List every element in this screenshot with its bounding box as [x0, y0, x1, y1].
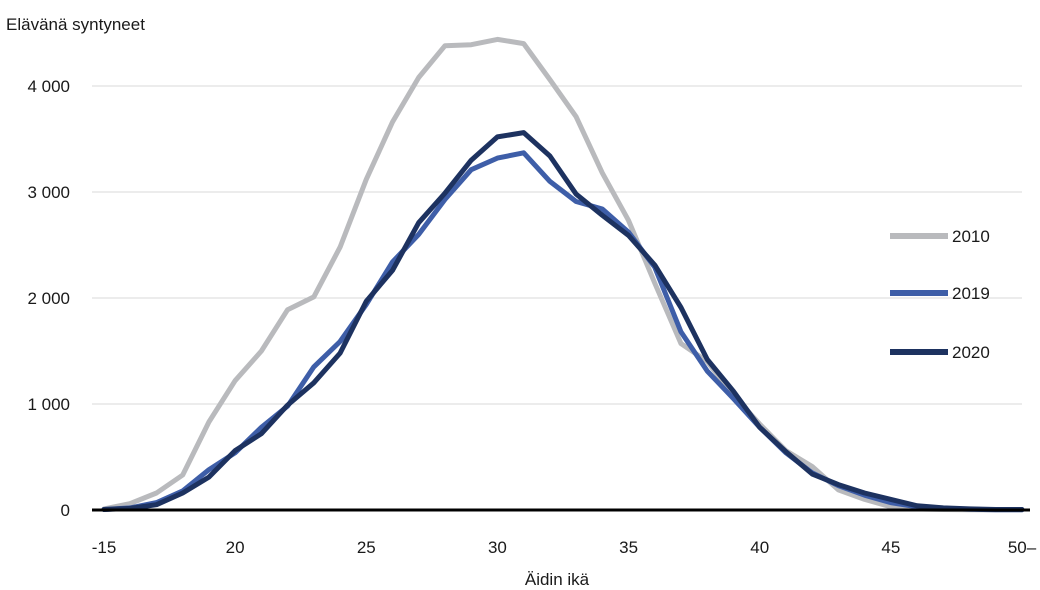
legend-label-2020: 2020	[952, 343, 990, 362]
y-tick-label: 2 000	[27, 289, 70, 308]
x-tick-label: 20	[226, 538, 245, 557]
series-line-2019	[101, 150, 1025, 513]
series-line-2020	[101, 130, 1025, 512]
x-tick-label: 35	[619, 538, 638, 557]
y-tick-label: 4 000	[27, 77, 70, 96]
x-tick-label: 25	[357, 538, 376, 557]
y-tick-label: 0	[61, 501, 70, 520]
x-tick-label: 30	[488, 538, 507, 557]
x-axis-title: Äidin ikä	[525, 570, 590, 589]
legend-label-2019: 2019	[952, 284, 990, 303]
x-tick-label: 40	[750, 538, 769, 557]
series-line-2010	[101, 36, 1025, 513]
legend-label-2010: 2010	[952, 227, 990, 246]
x-tick-label: -15	[92, 538, 117, 557]
y-axis-title: Elävänä syntyneet	[6, 15, 145, 34]
y-tick-label: 1 000	[27, 395, 70, 414]
x-tick-label: 45	[881, 538, 900, 557]
x-tick-label: 50–	[1008, 538, 1037, 557]
y-tick-label: 3 000	[27, 183, 70, 202]
